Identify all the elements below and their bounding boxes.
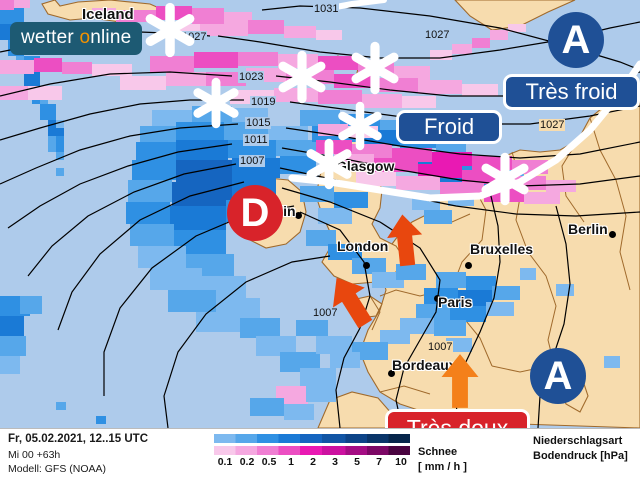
isobar-label: 1011 <box>243 134 269 146</box>
flow-arrow-icon <box>441 354 479 408</box>
snowflake-icon <box>481 152 529 206</box>
legend-pressure-label: Bodendruck [hPa] <box>533 450 628 462</box>
isobar-label: 1019 <box>250 96 277 108</box>
legend-tick: 3 <box>332 456 338 468</box>
city-label-glasgow: Glasgow <box>336 158 395 174</box>
city-dot-london <box>363 262 370 269</box>
city-dot-bordeaux <box>388 370 395 377</box>
legend-tick: 10 <box>395 456 407 468</box>
rain-color-scale <box>214 434 410 443</box>
valid-time-text: Fr, 05.02.2021, 12..15 UTC <box>8 433 149 445</box>
flow-arrow-icon <box>332 277 373 329</box>
city-label-berlin: Berlin <box>568 221 608 237</box>
city-label-bordeaux: Bordeaux <box>392 357 457 373</box>
logo-text-online: online <box>79 27 132 48</box>
callout-tres-froid[interactable]: Très froid <box>503 74 640 110</box>
isobar-label: 1023 <box>238 71 265 83</box>
city-dot-paris <box>434 295 441 302</box>
isobar-label: 1007 <box>239 155 266 167</box>
callout-tres-doux-label: Très doux <box>406 414 509 429</box>
callout-froid-label: Froid <box>423 114 475 139</box>
legend-tick: 0.2 <box>239 456 255 468</box>
snowflake-icon <box>278 50 326 104</box>
legend-tick: 2 <box>310 456 316 468</box>
isobar-label: 1007 <box>312 307 339 319</box>
region-label-iceland: Iceland <box>82 6 134 23</box>
snowflake-icon <box>145 2 195 58</box>
high-pressure-symbol-a-south[interactable]: A <box>530 348 586 404</box>
low-pressure-symbol-d[interactable]: D <box>227 185 283 241</box>
snowflake-icon <box>338 101 382 151</box>
callout-tres-froid-label: Très froid <box>525 79 618 104</box>
callout-tres-doux[interactable]: Très doux <box>385 409 530 428</box>
city-dot-bruxelles <box>465 262 472 269</box>
legend-tick: 0.5 <box>261 456 277 468</box>
isobar-label: 1027 <box>424 29 451 41</box>
isobar-label: 1031 <box>313 3 340 15</box>
precipitation-legend: 0.1 0.2 0.5 1 2 3 5 7 10 <box>214 434 410 470</box>
legend-tick: 7 <box>376 456 382 468</box>
isobar-label: 1007 <box>427 341 454 353</box>
low-pressure-letter: D <box>240 191 270 235</box>
legend-tick: 0.1 <box>217 456 233 468</box>
city-label-paris: Paris <box>438 294 473 310</box>
flow-arrow-icon <box>387 214 423 267</box>
legend-precip-type-label: Niederschlagsart <box>533 435 623 447</box>
snow-color-scale <box>214 446 410 455</box>
wetteronline-logo[interactable]: wetter online <box>10 22 143 55</box>
city-label-bruxelles: Bruxelles <box>470 241 534 257</box>
snowflake-icon <box>193 77 239 129</box>
model-run-text: Mi 00 +63h <box>8 449 61 461</box>
legend-unit-label: [ mm / h ] <box>418 461 467 473</box>
footer-bar: Fr, 05.02.2021, 12..15 UTC Mi 00 +63h Mo… <box>0 428 640 478</box>
isobar-label: 1027 <box>539 119 566 131</box>
legend-tick: 5 <box>354 456 360 468</box>
high-pressure-letter: A <box>561 18 591 62</box>
city-label-london: London <box>337 238 389 254</box>
city-dot-berlin <box>609 231 616 238</box>
high-pressure-symbol-a-north[interactable]: A <box>548 12 604 68</box>
legend-snow-label: Schnee <box>418 446 458 458</box>
legend-tick-labels: 0.1 0.2 0.5 1 2 3 5 7 10 <box>214 456 410 470</box>
high-pressure-letter: A <box>543 354 573 398</box>
snowflake-icon <box>306 138 352 190</box>
weather-map[interactable]: 1031 1027 1027 1027 1023 1019 1015 1011 … <box>0 0 640 428</box>
legend-tick: 1 <box>288 456 294 468</box>
callout-froid[interactable]: Froid <box>396 110 502 144</box>
snowflake-icon <box>351 41 399 95</box>
city-dot-dublin <box>295 212 302 219</box>
model-name-text: Modell: GFS (NOAA) <box>8 463 107 475</box>
isobar-label: 1015 <box>245 117 272 129</box>
logo-text-wetter: wetter <box>21 27 74 48</box>
